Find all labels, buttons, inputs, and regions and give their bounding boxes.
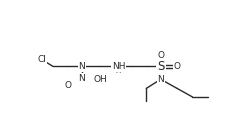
Text: O: O: [157, 51, 164, 60]
Text: O: O: [65, 81, 72, 90]
Text: N: N: [79, 74, 85, 83]
Text: O: O: [157, 51, 164, 60]
Text: O: O: [174, 62, 181, 71]
Text: N: N: [79, 62, 85, 71]
Text: O: O: [174, 62, 181, 71]
Text: N: N: [79, 74, 85, 83]
Text: NH: NH: [112, 62, 125, 71]
Text: O: O: [65, 81, 72, 90]
Text: N: N: [157, 75, 164, 84]
Text: H: H: [116, 68, 121, 74]
Text: N: N: [157, 75, 164, 84]
Text: N: N: [79, 62, 85, 71]
Text: Cl: Cl: [37, 55, 46, 64]
Text: S: S: [157, 60, 164, 73]
Text: S: S: [157, 61, 164, 71]
Text: OH: OH: [93, 75, 107, 84]
Text: N: N: [115, 62, 122, 71]
Text: Cl: Cl: [37, 55, 46, 64]
Text: O: O: [97, 75, 104, 84]
